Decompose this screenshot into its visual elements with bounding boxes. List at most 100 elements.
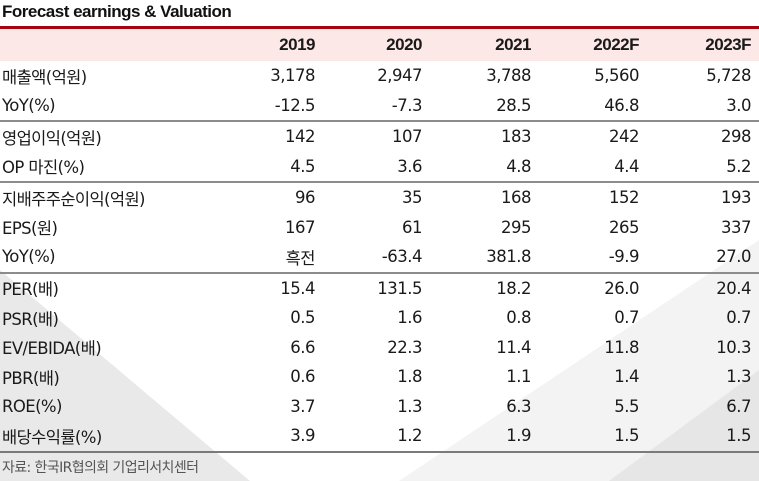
forecast-table: 2019 2020 2021 2022F 2023F 매출액(억원) 3,178 2…	[0, 26, 759, 453]
row-group: PER(배) 15.4 131.5 18.2 26.0 20.4 PSR(배) 0.5 1.6 0…	[0, 274, 759, 453]
table-cell: 142	[285, 127, 316, 147]
table-row: PSR(배) 0.5 1.6 0.8 0.7 0.7	[0, 303, 759, 333]
row-label: PSR(배)	[2, 309, 59, 329]
table-cell: 10.3	[716, 337, 751, 357]
table-cell: 242	[609, 127, 640, 147]
row-label: YoY(%)	[2, 247, 56, 267]
table-cell: 0.7	[726, 308, 751, 328]
table-cell: 3,788	[486, 66, 531, 86]
table-header-row: 2019 2020 2021 2022F 2023F	[0, 29, 759, 61]
table-cell: 381.8	[486, 247, 531, 267]
table-cell: 1.2	[397, 426, 422, 446]
table-row: EPS(원) 167 61 295 265 337	[0, 213, 759, 243]
table-cell: 3.9	[290, 426, 315, 446]
table-row: EV/EBIDA(배) 6.6 22.3 11.4 11.8 10.3	[0, 333, 759, 363]
table-cell: 1.9	[506, 426, 531, 446]
table-cell: 3.6	[397, 156, 422, 176]
table-row: ROE(%) 3.7 1.3 6.3 5.5 6.7	[0, 392, 759, 422]
table-cell: 6.3	[506, 396, 531, 416]
table-cell: 11.8	[604, 337, 639, 357]
table-cell: 5,560	[594, 66, 639, 86]
table-cell: 5.5	[614, 396, 639, 416]
table-cell: 4.4	[614, 156, 639, 176]
table-cell: 167	[285, 217, 316, 237]
table-cell: 152	[609, 188, 640, 208]
table-cell: -7.3	[391, 95, 423, 115]
table-row: 배당수익률(%) 3.9 1.2 1.9 1.5 1.5	[0, 421, 759, 451]
table-cell: 6.6	[290, 337, 315, 357]
table-cell: 1.6	[397, 308, 422, 328]
table-cell: 3.0	[726, 95, 751, 115]
table-cell: 1.5	[614, 426, 639, 446]
table-cell: 1.4	[614, 367, 639, 387]
table-cell: 295	[501, 217, 532, 237]
table-cell: 1.3	[726, 367, 751, 387]
row-label: YoY(%)	[2, 95, 56, 115]
table-cell: 11.4	[496, 337, 531, 357]
table-cell: 22.3	[387, 337, 422, 357]
table-cell: 1.5	[726, 426, 751, 446]
row-group: 영업이익(억원) 142 107 183 242 298 OP 마진(%) 4.5 3.6 4.8…	[0, 122, 759, 183]
table-cell: -63.4	[381, 247, 423, 267]
table-row: YoY(%) -12.5 -7.3 28.5 46.8 3.0	[0, 91, 759, 121]
table-cell: 298	[721, 127, 752, 147]
table-cell: 183	[501, 127, 532, 147]
table-cell: 0.7	[614, 308, 639, 328]
table-cell: 193	[721, 188, 752, 208]
table-cell: 3,178	[270, 66, 315, 86]
table-cell: 6.7	[726, 396, 751, 416]
table-cell: 28.5	[496, 95, 531, 115]
table-cell: -12.5	[274, 95, 316, 115]
table-cell: 1.3	[397, 396, 422, 416]
table-row: OP 마진(%) 4.5 3.6 4.8 4.4 5.2	[0, 152, 759, 182]
row-label: 영업이익(억원)	[2, 128, 102, 148]
row-group: 매출액(억원) 3,178 2,947 3,788 5,560 5,728 YoY(%) -1…	[0, 61, 759, 122]
table-title: Forecast earnings & Valuation	[2, 2, 232, 21]
table-row: 매출액(억원) 3,178 2,947 3,788 5,560 5,728	[0, 61, 759, 91]
table-cell: 337	[721, 217, 752, 237]
table-cell: 107	[392, 127, 423, 147]
table-cell: 61	[402, 217, 423, 237]
table-cell: 27.0	[716, 247, 751, 267]
table-row: 지배주주순이익(억원) 96 35 168 152 193	[0, 183, 759, 213]
table-cell: 0.5	[290, 308, 315, 328]
table-cell: 2,947	[377, 66, 422, 86]
row-label: 지배주주순이익(억원)	[2, 189, 146, 209]
column-header: 2023F	[705, 35, 751, 54]
row-group: 지배주주순이익(억원) 96 35 168 152 193 EPS(원) 167 61 295 26…	[0, 183, 759, 274]
table-cell: 5,728	[706, 66, 751, 86]
table-cell: 흑전	[285, 248, 316, 268]
column-header: 2019	[279, 35, 315, 54]
column-header: 2022F	[593, 35, 639, 54]
row-label: 매출액(억원)	[2, 67, 87, 87]
column-header: 2020	[386, 35, 422, 54]
table-cell: 35	[402, 188, 423, 208]
table-cell: 4.5	[290, 156, 315, 176]
table-cell: 1.1	[506, 367, 531, 387]
row-label: PBR(배)	[2, 368, 60, 388]
table-cell: 1.8	[397, 367, 422, 387]
table-cell: 131.5	[377, 278, 422, 298]
table-cell: 0.8	[506, 308, 531, 328]
column-header: 2021	[495, 35, 531, 54]
table-cell: 5.2	[726, 156, 751, 176]
row-label: EPS(원)	[2, 219, 58, 239]
table-cell: 4.8	[506, 156, 531, 176]
table-cell: 96	[295, 188, 316, 208]
table-row: 영업이익(억원) 142 107 183 242 298	[0, 122, 759, 152]
table-cell: 168	[501, 188, 532, 208]
row-label: PER(배)	[2, 280, 59, 300]
table-cell: 265	[609, 217, 640, 237]
table-cell: 15.4	[280, 278, 315, 298]
table-cell: 3.7	[290, 396, 315, 416]
row-label: 배당수익률(%)	[2, 427, 102, 447]
table-cell: 18.2	[496, 278, 531, 298]
table-cell: 46.8	[604, 95, 639, 115]
table-row: PBR(배) 0.6 1.8 1.1 1.4 1.3	[0, 362, 759, 392]
table-body: 매출액(억원) 3,178 2,947 3,788 5,560 5,728 YoY(%) -1…	[0, 61, 759, 453]
table-row: YoY(%) 흑전 -63.4 381.8 -9.9 27.0	[0, 242, 759, 272]
table-row: PER(배) 15.4 131.5 18.2 26.0 20.4	[0, 274, 759, 304]
row-label: EV/EBIDA(배)	[2, 339, 102, 359]
table-cell: 20.4	[716, 278, 751, 298]
